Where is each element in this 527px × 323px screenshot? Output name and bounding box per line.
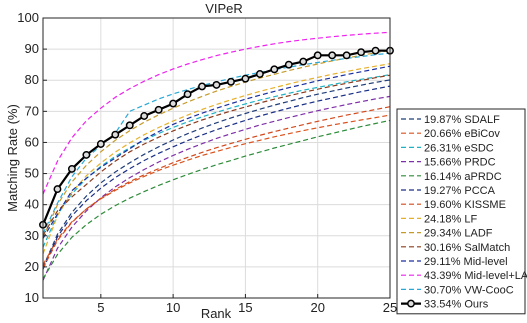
x-tick-label: 25	[383, 300, 397, 315]
data-point	[241, 74, 250, 83]
plot-area	[42, 17, 391, 299]
x-tick-label: 15	[238, 300, 252, 315]
data-point	[227, 77, 235, 86]
x-tick-label: 20	[310, 300, 324, 315]
data-point	[125, 121, 134, 130]
chart-title: VIPeR	[205, 1, 243, 16]
legend-label: 15.66% PRDC	[424, 157, 496, 169]
x-tick-label: 10	[166, 300, 180, 315]
y-tick-label: 100	[17, 10, 39, 25]
y-tick-label: 10	[25, 290, 39, 305]
legend-label: 43.39% Mid-level+LADF	[424, 270, 527, 282]
legend-label: 29.11% Mid-level	[424, 256, 508, 268]
series-line	[41, 49, 390, 226]
y-axis-label: Matching Rate (%)	[5, 104, 20, 212]
legend-label: 30.16% SalMatch	[424, 242, 510, 254]
data-point	[53, 185, 62, 194]
y-tick-label: 90	[25, 41, 39, 56]
series-line	[42, 63, 391, 255]
y-tick-label: 50	[25, 166, 39, 181]
data-point	[357, 48, 366, 57]
series-line	[42, 106, 391, 269]
legend-box	[396, 108, 526, 315]
axis-ticks: 10 20 30 40 50 60 70 80 90 100 5 10 15 20 25	[17, 10, 397, 315]
series-line	[42, 74, 391, 248]
legend-label: 24.18% LF	[424, 213, 477, 225]
series-line	[42, 114, 391, 266]
y-tick-label: 30	[25, 228, 39, 243]
x-tick-label: 5	[97, 300, 104, 315]
y-tick-label: 20	[25, 259, 39, 274]
legend-label: 19.87% SDALF	[424, 114, 500, 126]
data-point	[154, 105, 163, 114]
y-tick-label: 60	[25, 134, 39, 149]
data-point	[270, 65, 279, 74]
data-point	[255, 70, 264, 78]
series-line	[42, 49, 391, 239]
legend-label: 33.54% Ours	[424, 299, 489, 311]
data-point	[183, 90, 192, 99]
data-point	[328, 51, 337, 60]
legend-label: 19.60% KISSME	[424, 199, 506, 211]
x-axis-label: Rank	[201, 306, 232, 321]
data-point	[313, 51, 322, 60]
series-line	[42, 85, 391, 270]
data-point	[212, 80, 221, 89]
series-line	[42, 79, 391, 268]
data-point	[198, 82, 206, 91]
legend-label: 29.34% LADF	[424, 228, 493, 240]
series-line	[42, 65, 391, 239]
data-point	[169, 99, 178, 108]
data-point	[82, 150, 91, 159]
y-tick-label: 70	[25, 103, 39, 118]
data-point	[96, 140, 105, 148]
series-line	[42, 95, 391, 281]
data-point	[111, 130, 120, 139]
data-point	[284, 60, 293, 69]
series-line	[42, 31, 391, 195]
legend: 19.87% SDALF 20.66% eBiCov 26.31% eSDC 15.6…	[396, 108, 527, 315]
series-lines	[39, 31, 394, 281]
series-line	[42, 74, 391, 236]
legend-label: 20.66% eBiCov	[424, 128, 500, 140]
data-point	[299, 57, 308, 66]
legend-label: 19.27% PCCA	[424, 185, 496, 197]
y-tick-label: 80	[25, 72, 39, 87]
data-point	[342, 51, 351, 60]
legend-label: 26.31% eSDC	[424, 142, 494, 154]
series-line	[42, 119, 391, 280]
data-point	[140, 112, 149, 120]
data-point	[371, 46, 380, 55]
y-tick-label: 40	[25, 197, 39, 212]
legend-marker	[407, 299, 415, 308]
legend-label: 16.14% aPRDC	[424, 171, 502, 183]
legend-label: 30.70% VW-CooC	[424, 284, 514, 296]
data-point	[67, 164, 76, 173]
